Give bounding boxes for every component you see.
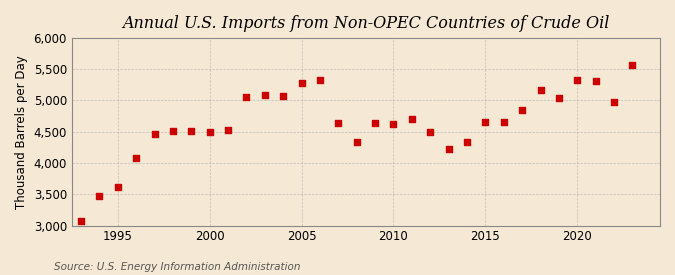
- Point: [572, 78, 583, 82]
- Point: [94, 193, 105, 198]
- Point: [370, 121, 381, 125]
- Point: [443, 147, 454, 152]
- Point: [535, 88, 546, 93]
- Point: [186, 129, 196, 133]
- Point: [223, 128, 234, 133]
- Point: [609, 100, 620, 104]
- Point: [112, 185, 123, 189]
- Point: [241, 95, 252, 100]
- Point: [205, 130, 215, 134]
- Point: [480, 120, 491, 125]
- Point: [388, 121, 399, 126]
- Point: [296, 81, 307, 85]
- Y-axis label: Thousand Barrels per Day: Thousand Barrels per Day: [15, 55, 28, 208]
- Point: [627, 63, 638, 67]
- Point: [278, 94, 289, 98]
- Point: [167, 129, 178, 133]
- Text: Source: U.S. Energy Information Administration: Source: U.S. Energy Information Administ…: [54, 262, 300, 272]
- Point: [131, 156, 142, 160]
- Point: [554, 96, 564, 100]
- Point: [590, 79, 601, 83]
- Point: [149, 132, 160, 136]
- Point: [462, 140, 472, 145]
- Point: [498, 120, 509, 125]
- Point: [517, 108, 528, 112]
- Point: [425, 130, 435, 134]
- Point: [315, 78, 325, 82]
- Point: [259, 93, 270, 98]
- Point: [333, 121, 344, 125]
- Point: [76, 218, 86, 223]
- Point: [351, 140, 362, 145]
- Point: [406, 117, 417, 121]
- Title: Annual U.S. Imports from Non-OPEC Countries of Crude Oil: Annual U.S. Imports from Non-OPEC Countr…: [122, 15, 610, 32]
